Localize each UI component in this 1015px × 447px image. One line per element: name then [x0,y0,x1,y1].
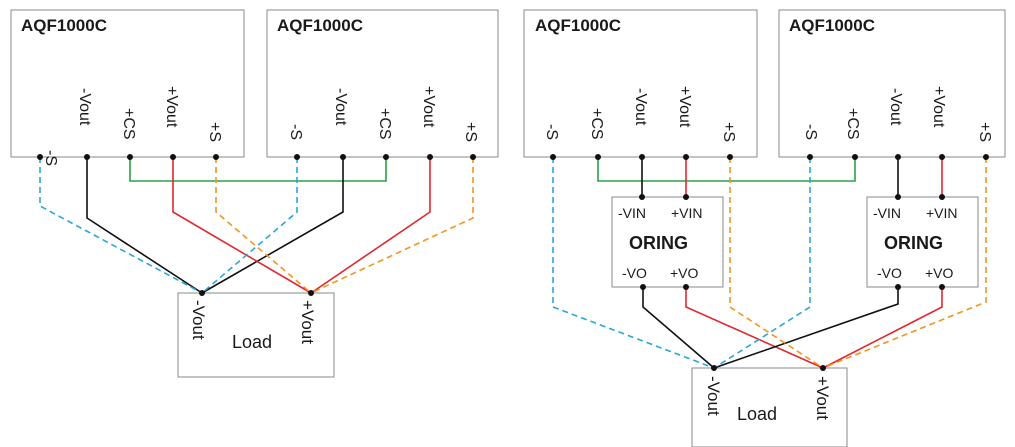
left-m1-pin-pos-cs: +CS [120,108,137,140]
right-oring-1-vo-pos: +VO [670,265,699,281]
right-m1-pos-sense-wire [729,157,824,369]
left-terminal-dots [37,154,476,296]
right-m1-pin-pos-s: +S [720,122,737,142]
right-module-2-box [778,9,1006,158]
left-m2-pin-pos-vout: +Vout [420,86,437,128]
left-module-1-title: AQF1000C [21,16,107,35]
right-oring-1-vo-neg: -VO [622,265,647,281]
right-oring-2-vo-neg-wire [713,287,899,369]
right-m2-pin-neg-s: -S [802,124,819,140]
left-m2-pos-sense-wire [310,157,474,294]
right-module-1-title: AQF1000C [535,16,621,35]
right-diagram: AQF1000C AQF1000C -S +CS -Vout +Vout +S … [523,9,1006,447]
right-m2-pin-pos-vout: +Vout [930,86,947,128]
right-module-2-title: AQF1000C [789,16,875,35]
left-module-2-box [266,9,499,158]
left-current-share-wire [129,157,387,182]
left-m2-pin-neg-s: -S [287,124,304,140]
right-m1-neg-sense-wire [552,157,715,369]
right-m2-pin-pos-s: +S [976,122,993,142]
right-m2-pin-pos-cs: +CS [844,108,861,140]
right-oring-2-vo-pos: +VO [925,265,954,281]
left-m2-neg-sense-wire [201,157,298,294]
left-load-box [177,292,335,378]
left-m2-pin-neg-vout: -Vout [332,88,349,126]
right-m1-pin-neg-s: -S [543,124,560,140]
left-module-2-title: AQF1000C [277,16,363,35]
left-m1-pos-vout-wire [172,157,312,294]
right-oring-2-vo-pos-wire [822,287,943,369]
left-load-pos-label: +Vout [298,300,317,344]
left-m1-pin-neg-vout: -Vout [76,88,93,126]
left-m1-neg-sense-wire [39,157,203,294]
right-m2-pin-neg-vout: -Vout [887,88,904,126]
right-m2-neg-sense-wire [713,157,811,369]
right-oring-1-box [611,196,724,288]
right-oring-1-vin-neg: -VIN [618,205,646,221]
right-m1-pin-neg-vout: -Vout [632,88,649,126]
right-oring-2-vin-pos: +VIN [926,205,958,221]
left-load-neg-label: -Vout [189,300,208,340]
right-load-pos-label: +Vout [813,376,832,420]
right-load-label: Load [737,404,777,424]
right-load-neg-label: -Vout [704,376,723,416]
left-m1-pin-pos-vout: +Vout [163,86,180,128]
right-current-share-wire [597,157,856,182]
left-m1-pos-sense-wire [215,157,312,294]
right-m1-pin-pos-vout: +Vout [676,86,693,128]
left-m2-pin-pos-s: +S [462,122,479,142]
right-oring-2-box [866,196,979,288]
right-m2-pos-sense-wire [822,157,987,369]
left-m2-pin-pos-cs: +CS [376,108,393,140]
right-terminal-dots [550,154,989,371]
right-oring-2-label: ORING [884,233,943,253]
right-oring-2-vin-neg: -VIN [873,205,901,221]
left-m1-neg-vout-wire [86,157,203,294]
left-m2-neg-vout-wire [201,157,344,294]
left-module-1-box [10,9,245,158]
left-m1-pin-neg-s: -S [42,150,59,166]
right-oring-1-vin-pos: +VIN [671,205,703,221]
right-oring-1-vo-neg-wire [642,287,715,369]
right-oring-2-vo-neg: -VO [877,265,902,281]
right-load-box [691,367,848,447]
left-m2-pos-vout-wire [310,157,431,294]
left-load-label: Load [232,332,272,352]
left-diagram: AQF1000C AQF1000C -S -Vout +CS +Vout +S … [10,9,499,378]
right-oring-1-vo-pos-wire [685,287,824,369]
left-m1-pin-pos-s: +S [206,122,223,142]
right-m1-pin-pos-cs: +CS [588,108,605,140]
right-oring-1-label: ORING [629,233,688,253]
